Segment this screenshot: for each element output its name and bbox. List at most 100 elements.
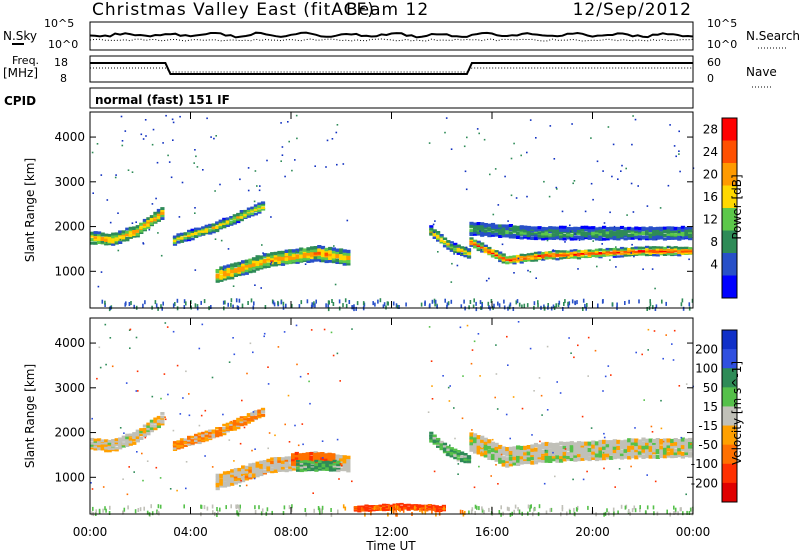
data-cell <box>666 230 671 234</box>
near-range-point <box>638 299 640 304</box>
data-cell <box>576 232 582 236</box>
data-cell <box>237 268 242 273</box>
data-cell <box>523 448 528 453</box>
data-cell <box>160 422 165 426</box>
data-cell <box>277 250 282 255</box>
data-cell <box>424 507 429 510</box>
colorbar-swatch <box>722 425 737 446</box>
scatter-point <box>266 159 268 162</box>
data-cell <box>516 260 521 263</box>
nsky-trace <box>89 31 694 39</box>
data-cell <box>487 234 492 238</box>
near-range-point <box>424 505 427 509</box>
data-cell <box>328 246 333 251</box>
data-cell <box>335 454 340 458</box>
data-cell <box>634 246 639 249</box>
scatter-point <box>146 460 149 462</box>
nave-tick-bottom: 0 <box>707 72 714 85</box>
data-cell <box>420 507 425 509</box>
scatter-point <box>163 373 166 375</box>
near-range-point <box>655 304 658 309</box>
scatter-point <box>512 396 515 398</box>
near-range-point <box>434 299 437 304</box>
near-range-point <box>537 303 539 308</box>
scatter-point <box>556 188 558 190</box>
data-cell <box>248 258 253 262</box>
data-cell <box>255 257 260 261</box>
near-range-point <box>344 298 347 303</box>
data-cell <box>342 467 347 472</box>
scatter-point <box>581 415 584 418</box>
data-cell <box>587 443 592 448</box>
data-cell <box>244 268 249 273</box>
scatter-point <box>618 468 621 470</box>
data-cell <box>673 246 678 249</box>
data-cell <box>215 273 220 277</box>
data-cell <box>483 440 488 445</box>
data-cell <box>429 440 434 443</box>
near-range-point <box>606 508 608 513</box>
scatter-point <box>507 364 509 366</box>
data-cell <box>677 450 682 455</box>
data-cell <box>466 249 472 253</box>
near-range-point <box>253 301 255 306</box>
data-cell <box>204 434 209 437</box>
data-cell <box>225 429 230 433</box>
data-cell <box>291 249 296 253</box>
data-cell <box>328 461 334 464</box>
data-cell <box>498 456 503 461</box>
scatter-point <box>291 169 293 172</box>
data-cell <box>218 432 223 435</box>
data-cell <box>673 226 678 230</box>
data-cell <box>487 441 492 446</box>
data-cell <box>605 445 610 450</box>
near-range-point <box>272 300 275 305</box>
scatter-point <box>476 128 479 130</box>
data-cell <box>313 251 318 255</box>
data-cell <box>659 445 664 450</box>
data-cell <box>537 228 542 232</box>
near-range-point <box>506 506 509 511</box>
scatter-point <box>287 121 289 123</box>
data-cell <box>530 456 535 461</box>
data-cell <box>244 259 249 263</box>
data-cell <box>562 233 567 237</box>
data-cell <box>121 438 126 442</box>
data-cell <box>559 452 564 457</box>
data-cell <box>587 235 592 239</box>
data-cell <box>259 460 264 464</box>
data-cell <box>226 267 231 271</box>
data-cell <box>483 246 488 249</box>
data-cell <box>512 456 517 461</box>
data-cell <box>512 229 517 233</box>
data-cell <box>602 439 607 444</box>
data-cell <box>573 457 578 462</box>
colorbar-swatch <box>722 118 737 141</box>
data-cell <box>236 423 241 426</box>
data-cell <box>255 464 260 468</box>
near-range-point <box>125 301 127 306</box>
data-cell <box>541 445 546 450</box>
scatter-point <box>193 162 195 164</box>
colorbar-swatch <box>722 208 737 231</box>
data-cell <box>530 226 535 230</box>
data-cell <box>320 454 325 458</box>
data-cell <box>548 442 553 447</box>
near-range-point <box>625 504 628 509</box>
data-cell <box>438 507 443 510</box>
data-cell <box>229 427 234 431</box>
scatter-point <box>91 417 93 420</box>
data-cell <box>562 225 567 229</box>
data-cell <box>573 255 578 259</box>
data-cell <box>453 245 458 248</box>
scatter-point <box>310 329 313 331</box>
data-cell <box>645 237 650 241</box>
data-cell <box>602 237 607 241</box>
scatter-point <box>479 230 481 232</box>
near-range-point <box>686 510 688 515</box>
data-cell <box>378 504 383 507</box>
data-cell <box>573 442 578 447</box>
data-cell <box>541 253 546 257</box>
data-cell <box>548 254 553 258</box>
data-cell <box>211 433 216 437</box>
